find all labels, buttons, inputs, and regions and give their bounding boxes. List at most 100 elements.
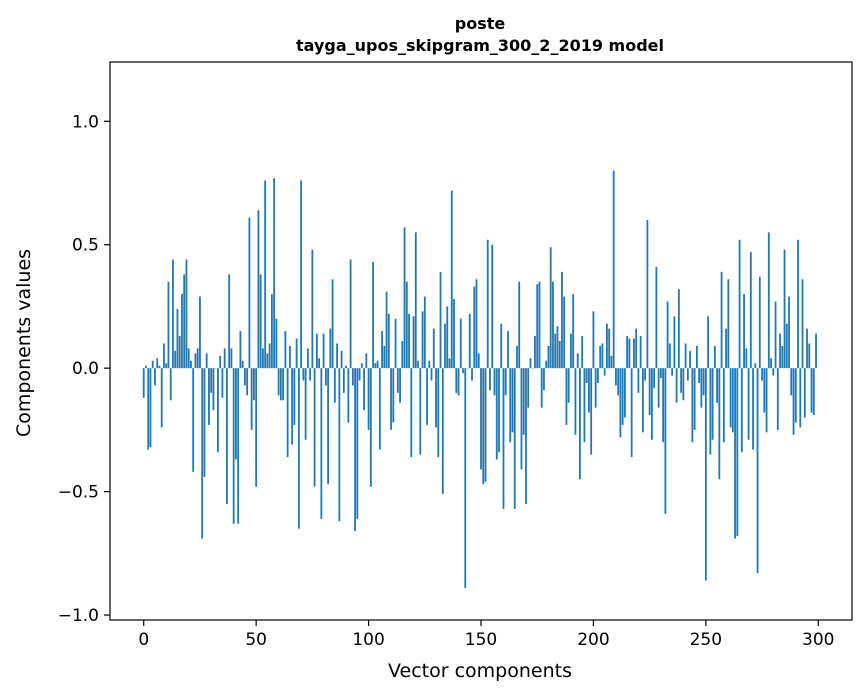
bar — [354, 368, 356, 532]
bar — [781, 345, 784, 369]
bar — [142, 368, 145, 398]
bar — [767, 232, 770, 369]
bar — [776, 368, 779, 430]
bar — [511, 368, 514, 433]
bar — [641, 368, 644, 433]
bar — [718, 368, 721, 480]
bar — [653, 368, 656, 388]
bar — [169, 368, 172, 401]
bar — [507, 331, 509, 369]
bar — [268, 343, 271, 369]
bar — [306, 348, 309, 369]
bar — [801, 279, 804, 369]
bar — [338, 368, 341, 522]
bar — [369, 368, 372, 487]
bar — [351, 368, 354, 386]
bar — [297, 368, 300, 529]
bar — [597, 368, 599, 383]
bar — [232, 368, 235, 524]
bar — [704, 368, 707, 581]
bar — [509, 368, 512, 443]
bar — [473, 286, 476, 369]
bar — [217, 368, 219, 453]
bar — [774, 301, 777, 369]
bar — [428, 360, 431, 369]
bar — [176, 308, 179, 369]
bar — [255, 368, 258, 487]
bar — [192, 368, 195, 472]
bar — [722, 368, 725, 443]
bar — [315, 333, 318, 369]
bar — [538, 281, 541, 369]
y-axis: −1.0 −0.5 0.0 0.5 1.0 — [58, 112, 110, 626]
bar — [448, 358, 451, 369]
bar — [794, 368, 797, 423]
bar — [253, 368, 255, 401]
bar — [372, 261, 374, 369]
bar — [450, 190, 453, 369]
bar — [151, 360, 154, 369]
bar — [812, 368, 815, 416]
bar — [385, 291, 388, 369]
bar — [459, 318, 462, 369]
bar — [345, 365, 347, 369]
bar — [288, 345, 291, 369]
bar — [666, 301, 669, 369]
bar — [419, 368, 422, 455]
bar — [248, 217, 251, 369]
bar — [203, 368, 206, 477]
bar — [387, 313, 390, 369]
bar — [257, 210, 260, 369]
bar — [489, 368, 491, 391]
bar — [590, 368, 593, 455]
bar — [716, 368, 718, 403]
bar — [435, 368, 437, 428]
bar — [543, 368, 545, 391]
bar — [462, 368, 464, 374]
bar — [700, 368, 703, 408]
bar — [262, 348, 264, 369]
bar — [752, 368, 754, 450]
bar — [226, 368, 228, 504]
y-tick-label: 0.0 — [72, 359, 99, 379]
bar — [187, 348, 190, 369]
bar — [547, 345, 550, 369]
bar — [711, 368, 714, 440]
bar — [199, 296, 201, 369]
bar — [761, 368, 763, 381]
bar — [713, 345, 716, 369]
bar — [561, 271, 563, 369]
bar — [457, 368, 460, 396]
bar — [799, 368, 802, 428]
bar — [349, 259, 352, 369]
y-tick-label: −0.5 — [58, 483, 99, 503]
bar — [792, 368, 795, 435]
y-tick-label: −1.0 — [58, 606, 99, 626]
bar — [756, 368, 759, 574]
bar — [322, 333, 325, 369]
bar — [471, 368, 473, 381]
bar — [668, 343, 671, 369]
bar — [190, 360, 192, 369]
bar — [374, 363, 377, 369]
bar — [228, 274, 231, 369]
bar — [612, 170, 615, 369]
bar — [273, 178, 276, 369]
bar — [378, 368, 381, 450]
bar — [167, 281, 170, 369]
bar — [293, 368, 296, 425]
bar — [430, 368, 433, 381]
bar — [320, 368, 323, 519]
bar — [522, 368, 525, 435]
bar — [650, 368, 653, 440]
bar — [468, 313, 471, 369]
bar — [504, 368, 507, 396]
bar — [617, 368, 620, 396]
bar — [201, 368, 204, 539]
bar — [527, 368, 530, 408]
bar — [482, 368, 485, 485]
bar — [495, 368, 498, 460]
bar — [552, 281, 554, 369]
bar — [601, 343, 604, 369]
bar — [529, 358, 532, 369]
